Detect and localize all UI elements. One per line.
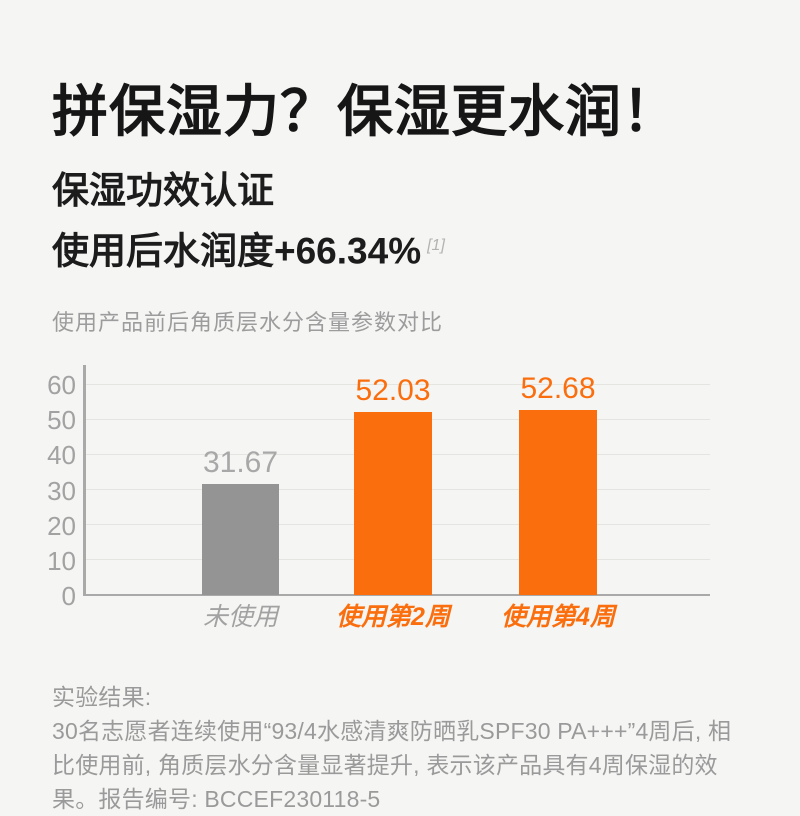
y-tick-label-30: 30 [47, 475, 76, 506]
footer-heading: 实验结果: [52, 684, 152, 710]
page-title: 拼保湿力？保湿更水润！ [52, 80, 679, 143]
bar-使用第4周 [519, 409, 597, 595]
y-tick-label-10: 10 [47, 545, 76, 576]
y-tick-label-40: 40 [47, 440, 76, 471]
subtitle-block: 保湿功效认证 使用后水润度+66.34% [1] [52, 163, 772, 278]
bar-value-label: 52.68 [520, 371, 596, 405]
y-axis-line [83, 365, 86, 596]
y-tick-label-20: 20 [47, 510, 76, 541]
x-axis-line [83, 594, 710, 596]
y-tick-label-60: 60 [47, 370, 76, 400]
y-tick-label-50: 50 [47, 405, 76, 436]
footnote-marker: [1] [427, 237, 445, 254]
y-tick-label-0: 0 [61, 581, 76, 611]
gridline-60 [86, 383, 710, 385]
x-axis-category-label: 未使用 [202, 603, 278, 631]
x-axis-category-label: 使用第4周 [501, 603, 615, 631]
experiment-result-text: 实验结果: 30名志愿者连续使用“93/4水感清爽防晒乳SPF30 PA+++”… [52, 680, 754, 816]
x-axis-category-label: 使用第2周 [336, 603, 450, 631]
bar-value-label: 52.03 [355, 374, 431, 408]
chart-title: 使用产品前后角质层水分含量参数对比 [52, 310, 444, 335]
bar-使用第2周 [354, 412, 432, 595]
footer-body: 30名志愿者连续使用“93/4水感清爽防晒乳SPF30 PA+++”4周后, 相… [52, 718, 732, 812]
bar-value-label: 31.67 [202, 445, 279, 479]
subtitle-line2: 使用后水润度+66.34% [52, 230, 422, 272]
subtitle-line1: 保湿功效认证 [52, 170, 274, 211]
bar-未使用 [202, 483, 279, 595]
